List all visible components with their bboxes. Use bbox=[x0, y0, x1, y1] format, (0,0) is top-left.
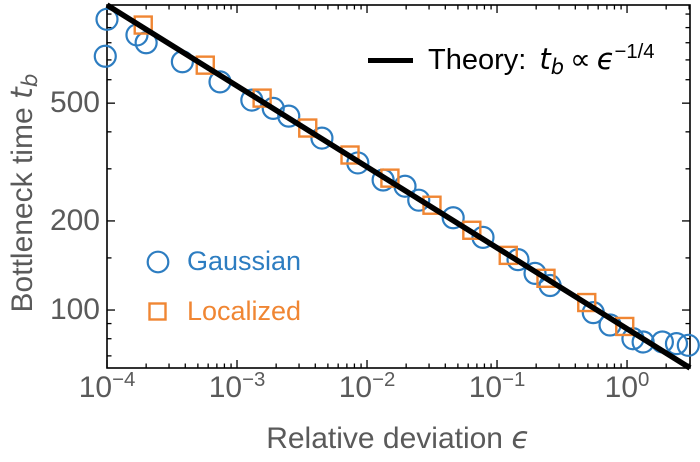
gaussian-point bbox=[261, 96, 285, 121]
localized-label: Localized bbox=[187, 296, 302, 326]
gaussian-point bbox=[523, 261, 547, 285]
localized-square-icon bbox=[148, 301, 167, 321]
gaussian-point bbox=[277, 104, 301, 128]
localized-point bbox=[462, 220, 482, 240]
theory-line bbox=[105, 2, 692, 371]
gaussian-point bbox=[310, 126, 334, 150]
gaussian-label: Gaussian bbox=[187, 246, 302, 276]
legend-theory: Theory: tb ∝ ϵ−1/4 bbox=[368, 41, 655, 79]
x-tick-label: 10−4 bbox=[78, 368, 136, 404]
localized-point bbox=[615, 316, 635, 337]
x-tick-label: 10−3 bbox=[208, 368, 266, 404]
plot-frame bbox=[106, 4, 691, 369]
localized-point bbox=[298, 118, 318, 138]
gaussian-point bbox=[676, 333, 700, 357]
localized-point bbox=[195, 55, 215, 75]
legend-gaussian: Gaussian bbox=[146, 248, 301, 275]
gaussian-point bbox=[631, 330, 655, 354]
gaussian-point bbox=[506, 248, 530, 272]
gaussian-point bbox=[407, 188, 431, 212]
y-tick-label: 100 bbox=[49, 293, 100, 327]
y-axis-title-text: Bottleneck time bbox=[6, 107, 39, 313]
localized-point bbox=[536, 268, 556, 288]
x-tick-label: 10−1 bbox=[468, 368, 526, 404]
gaussian-point bbox=[95, 7, 119, 31]
x-axis-title: Relative deviation ϵ bbox=[266, 424, 530, 454]
y-tick-label: 500 bbox=[49, 86, 100, 120]
localized-point bbox=[498, 245, 518, 266]
localized-point bbox=[577, 292, 597, 313]
gaussian-point bbox=[664, 332, 689, 356]
t-subscript: b bbox=[17, 73, 43, 88]
x-tick-label: 10−2 bbox=[338, 368, 396, 404]
theory-label: Theory: bbox=[428, 43, 527, 76]
x-tick-label: 100 bbox=[604, 368, 650, 404]
t-symbol: t bbox=[5, 87, 40, 100]
gaussian-circle-icon bbox=[146, 250, 170, 273]
y-tick-label: 200 bbox=[49, 203, 100, 237]
gaussian-point bbox=[93, 44, 117, 68]
gaussian-point bbox=[441, 206, 465, 230]
y-axis-title: Bottleneck time tb bbox=[5, 74, 43, 313]
epsilon-symbol: ϵ bbox=[511, 421, 530, 456]
x-axis-title-text: Relative deviation bbox=[266, 422, 503, 455]
theory-line-icon bbox=[368, 57, 413, 63]
theory-formula: tb ∝ ϵ−1/4 bbox=[539, 41, 655, 79]
gaussian-point bbox=[471, 225, 495, 249]
legend-localized: Localized bbox=[146, 298, 301, 325]
localized-point bbox=[340, 145, 360, 165]
